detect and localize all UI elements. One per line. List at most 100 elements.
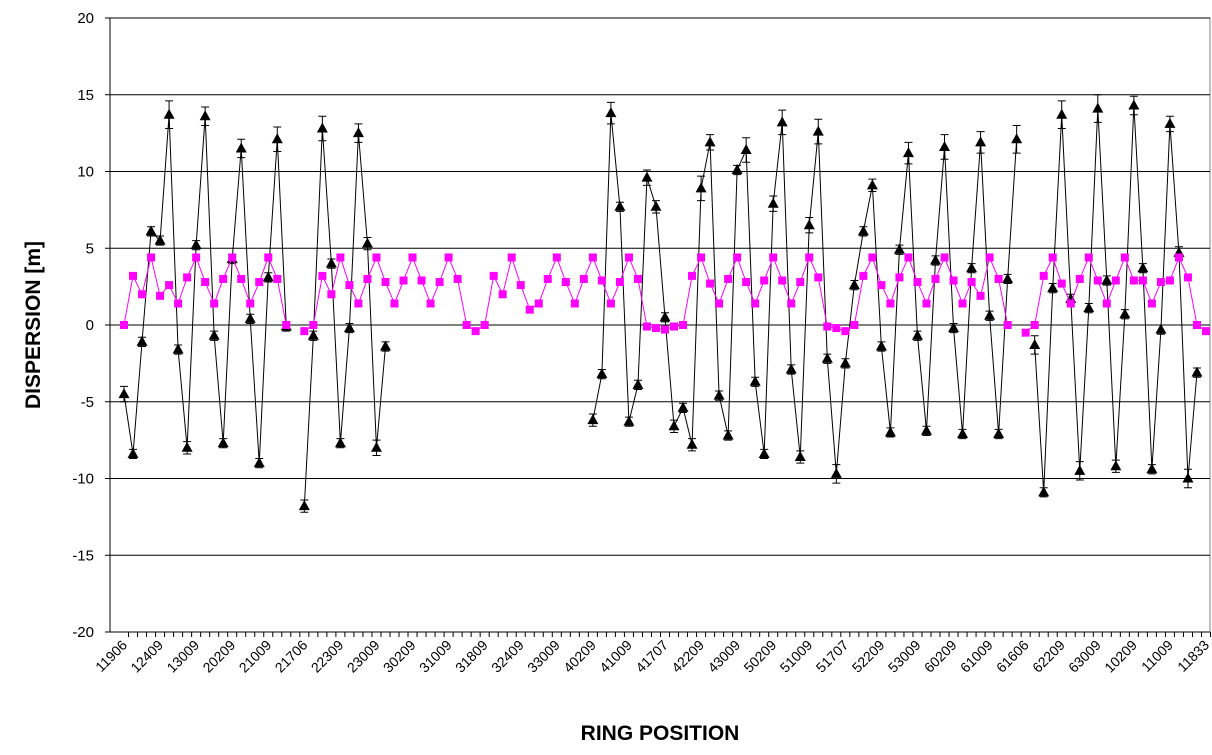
point [282,321,291,329]
y-tick-label: -20 [72,624,94,641]
point [985,253,994,262]
point [1183,273,1192,282]
point [931,274,940,283]
point [408,253,417,262]
point [1084,253,1093,262]
series [120,253,1210,337]
point [1057,279,1066,288]
x-tick-label: 12409 [127,637,166,676]
point [767,197,779,208]
x-tick-label: 22309 [308,637,347,676]
point [803,219,815,230]
point [904,253,913,262]
point [1101,274,1113,285]
point [1075,274,1084,283]
point [273,274,282,283]
point [264,253,273,262]
point [345,281,354,290]
point [1165,276,1174,285]
point [670,322,679,331]
point [1156,278,1165,287]
point [307,329,319,340]
x-tick-label: 21706 [272,637,311,676]
point [877,281,886,290]
point [778,276,787,285]
point [318,271,327,280]
point [624,253,633,262]
point [742,278,751,287]
point [1093,276,1102,285]
point [174,299,183,308]
x-tick-label: 11009 [1138,637,1176,675]
point [975,136,987,147]
point [930,254,941,265]
point [271,133,283,144]
point [343,322,355,333]
point [769,253,778,262]
point [940,253,949,262]
x-tick-label: 42209 [668,637,707,676]
point [1110,460,1122,471]
point [740,144,752,155]
point [785,363,797,374]
point [138,290,147,299]
y-tick-label: -5 [81,394,94,411]
y-axis-title: DISPERSION [m] [22,241,45,409]
point [839,357,851,368]
point [334,437,346,448]
point [145,225,157,236]
point [939,140,951,151]
x-tick-label: 61606 [993,637,1032,676]
point [262,271,274,282]
point [796,278,805,287]
point [352,127,364,138]
point [859,271,868,280]
point [181,441,193,452]
point [902,147,914,158]
point [994,274,1003,283]
point [120,321,128,329]
point [361,237,373,248]
point [381,278,390,287]
point [794,451,806,462]
point [217,437,229,448]
point [713,389,725,400]
point [866,179,878,190]
point [957,427,969,438]
point [966,262,978,273]
y-tick-label: 10 [77,164,94,181]
point [615,278,624,287]
x-tick-label: 41009 [596,637,635,676]
point [1039,271,1048,280]
y-tick-label: 5 [86,240,94,257]
point [893,243,905,254]
point [922,299,931,308]
x-tick-label: 41707 [632,637,671,676]
point [390,299,399,308]
point [363,274,372,283]
point [336,253,345,262]
point [172,343,184,354]
point [190,239,202,250]
point [642,322,651,331]
point [659,311,671,322]
point [183,273,192,282]
point [1048,253,1057,262]
point [1138,276,1147,285]
point [1083,302,1095,313]
point [129,271,138,280]
point [480,321,489,329]
point [1164,117,1176,128]
point [668,420,680,431]
point [913,278,922,287]
point [614,200,626,211]
point [706,279,715,288]
point [597,276,606,285]
point [534,299,543,308]
x-tick-label: 20209 [199,637,238,676]
point [147,253,156,262]
y-tick-label: -10 [72,471,94,488]
point [688,271,697,280]
x-axis-title: RING POSITION [581,722,740,745]
point [1102,299,1111,308]
